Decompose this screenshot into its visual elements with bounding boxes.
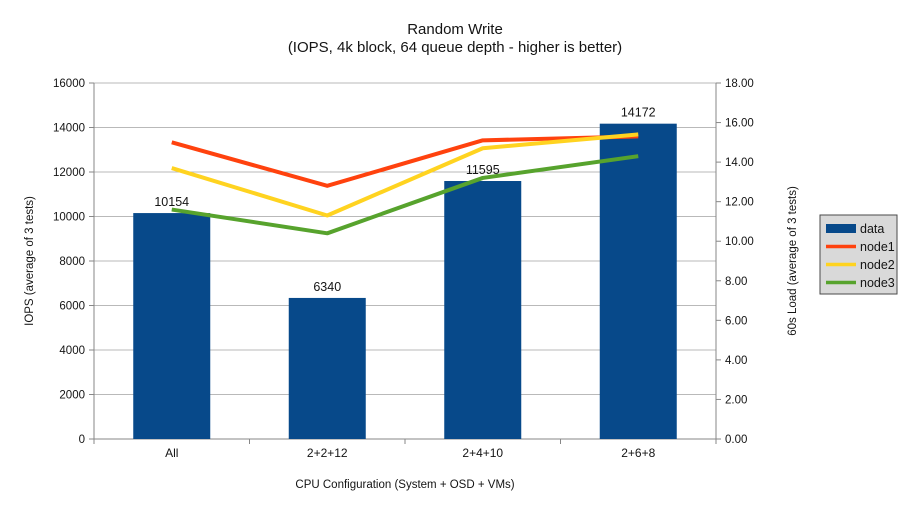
category-label: 2+4+10: [462, 446, 503, 460]
x-axis-title: CPU Configuration (System + OSD + VMs): [295, 479, 514, 491]
legend-swatch-data: [826, 224, 856, 233]
legend-label-data: data: [860, 222, 884, 236]
right-tick-label: 6.00: [725, 315, 747, 327]
series-line-node1: [171, 134, 639, 188]
left-tick-label: 8000: [59, 256, 85, 268]
left-tick-label: 14000: [53, 123, 85, 135]
chart-subtitle: (IOPS, 4k block, 64 queue depth - higher…: [288, 39, 622, 56]
category-label: 2+2+12: [307, 446, 348, 460]
bar: [133, 213, 211, 439]
left-tick-label: 2000: [59, 390, 85, 402]
right-tick-label: 4.00: [725, 355, 747, 367]
right-tick-label: 0.00: [725, 434, 747, 446]
bar-labels-layer: 10154 6340 11595 14172: [154, 106, 655, 294]
bar: [599, 123, 677, 439]
left-tick-label: 12000: [53, 167, 85, 179]
left-axis-title: IOPS (average of 3 tests): [24, 196, 36, 326]
left-tick-label: 16000: [53, 78, 85, 90]
right-tick-label: 2.00: [725, 394, 747, 406]
bar-value-label: 10154: [154, 195, 189, 209]
category-label: All: [165, 446, 178, 460]
left-tick-label: 4000: [59, 345, 85, 357]
right-tick-label: 14.00: [725, 157, 754, 169]
bar-value-label: 11595: [466, 163, 500, 177]
bar: [444, 181, 522, 440]
legend-label-node1: node1: [860, 240, 895, 254]
right-axis-title: 60s Load (average of 3 tests): [787, 186, 799, 336]
legend-label-node3: node3: [860, 276, 895, 290]
series-line-node3: [171, 154, 639, 236]
bar: [288, 297, 366, 439]
chart-title: Random Write: [407, 21, 503, 38]
bar-value-label: 6340: [313, 280, 341, 294]
right-tick-label: 16.00: [725, 118, 754, 130]
right-tick-label: 12.00: [725, 197, 754, 209]
category-label: 2+6+8: [621, 446, 655, 460]
left-tick-label: 6000: [59, 301, 85, 313]
series-line-node2: [171, 132, 639, 218]
left-tick-label: 0: [79, 434, 85, 446]
right-tick-label: 18.00: [725, 78, 754, 90]
lines-layer: [171, 132, 639, 236]
legend-label-node2: node2: [860, 258, 895, 272]
left-tick-label: 10000: [53, 212, 85, 224]
bars-layer: [133, 123, 677, 440]
right-tick-label: 8.00: [725, 276, 747, 288]
legend: data node1 node2 node3: [819, 214, 898, 295]
tick-labels-layer: 0 2000 4000 6000 8000 10000 12000 14000 16000 0.0…: [53, 78, 754, 460]
bar-value-label: 14172: [621, 106, 656, 120]
right-tick-label: 10.00: [725, 236, 754, 248]
